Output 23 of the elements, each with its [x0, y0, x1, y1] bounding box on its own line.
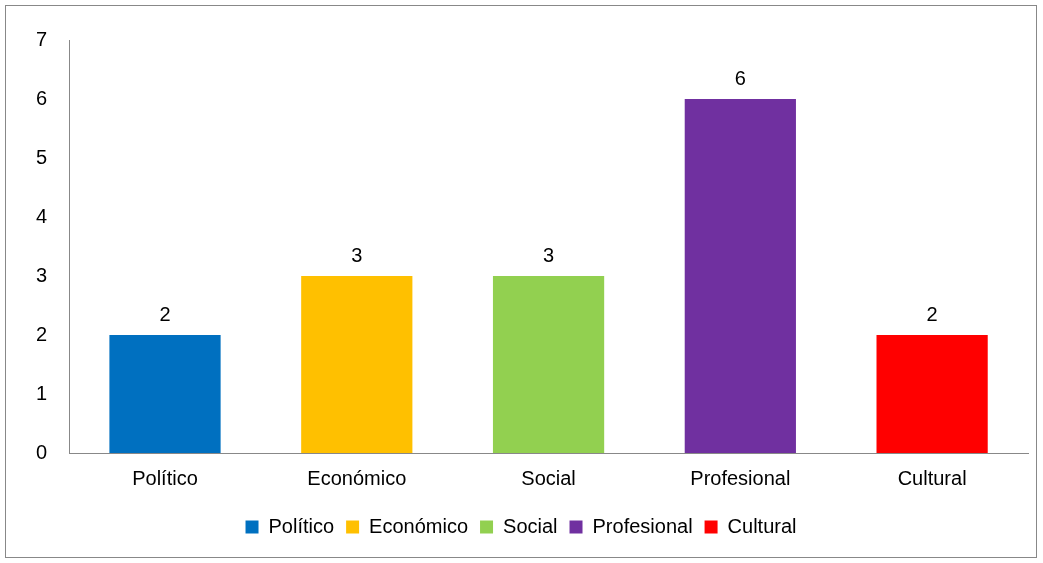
y-tick-label: 1 — [36, 381, 48, 404]
y-tick-label: 6 — [36, 86, 48, 109]
data-label: 3 — [543, 243, 555, 266]
x-tick-label: Político — [132, 466, 198, 489]
y-tick-label: 0 — [36, 440, 48, 463]
x-tick-label: Profesional — [690, 466, 791, 489]
x-tick-label: Económico — [307, 466, 407, 489]
legend-label: Social — [503, 514, 558, 537]
y-tick-label: 5 — [36, 145, 48, 168]
data-label: 2 — [159, 302, 171, 325]
y-tick-label: 4 — [36, 204, 48, 227]
x-tick-label: Social — [521, 466, 576, 489]
data-label: 3 — [351, 243, 363, 266]
data-label: 6 — [734, 66, 746, 89]
y-tick-label: 7 — [36, 27, 48, 50]
legend-label: Profesional — [592, 514, 693, 537]
legend-label: Económico — [369, 514, 469, 537]
y-tick-label: 3 — [36, 263, 48, 286]
x-tick-label: Cultural — [897, 466, 967, 489]
y-tick-label: 2 — [36, 322, 48, 345]
data-label: 2 — [926, 302, 938, 325]
legend-label: Político — [268, 514, 335, 537]
legend-label: Cultural — [727, 514, 797, 537]
